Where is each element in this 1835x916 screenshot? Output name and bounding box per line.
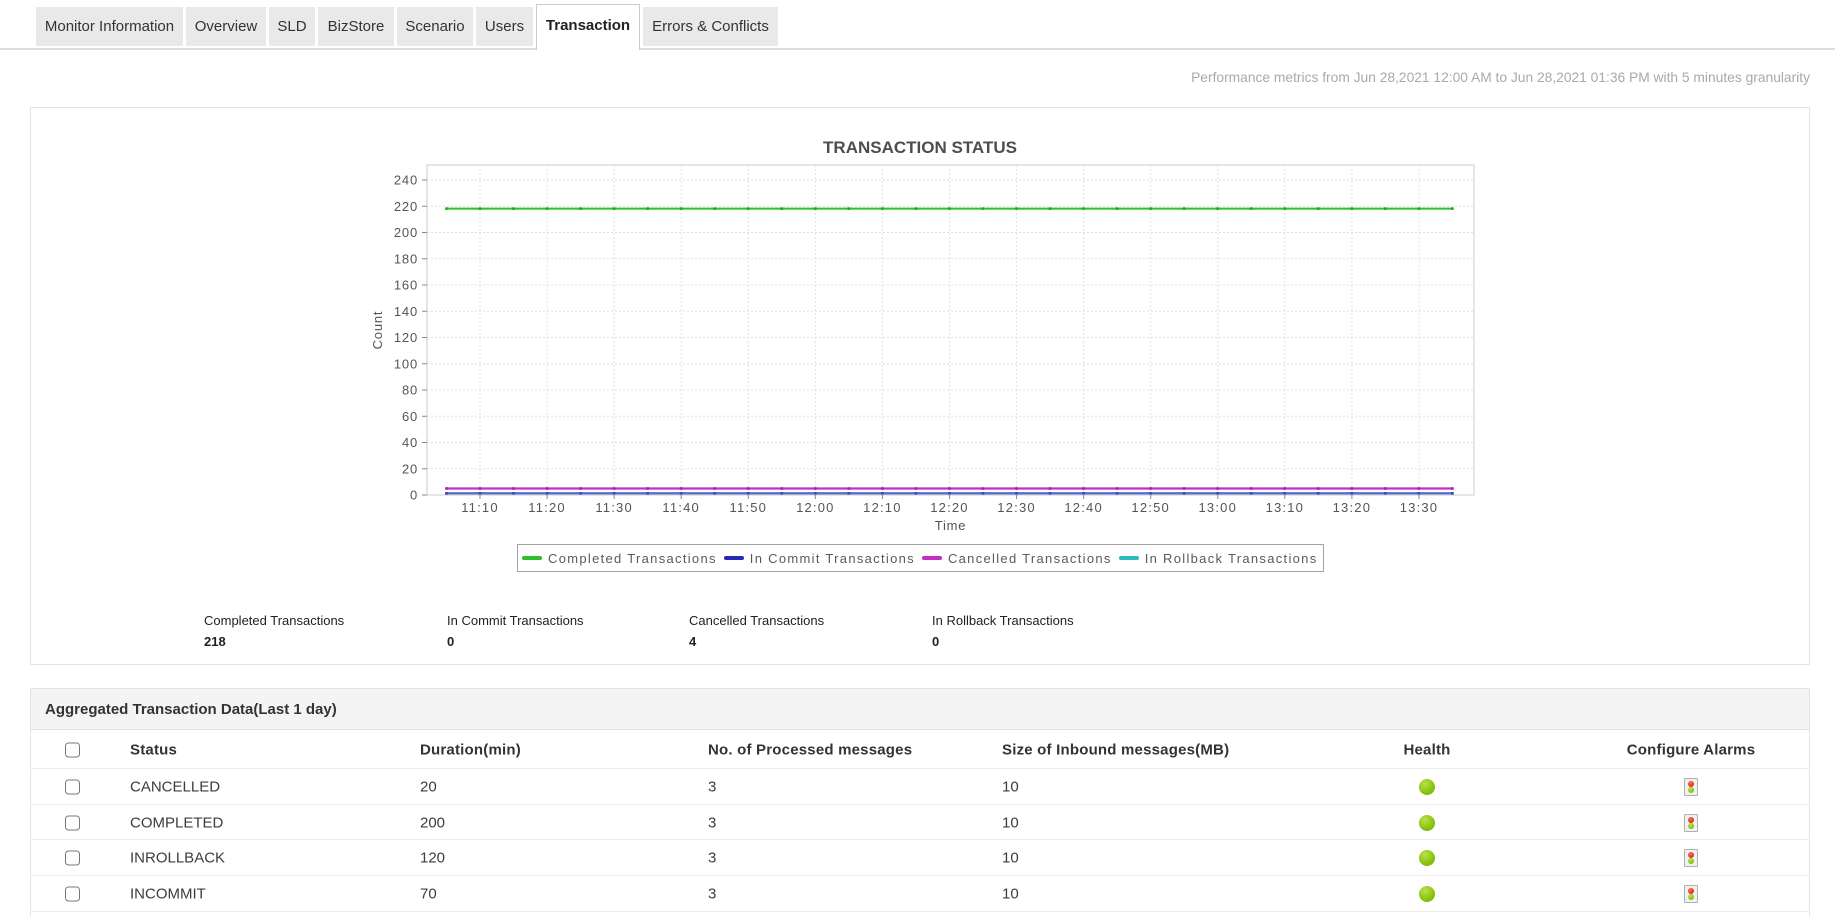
svg-text:Time: Time <box>935 518 967 533</box>
svg-text:13:30: 13:30 <box>1400 500 1439 515</box>
svg-text:0: 0 <box>410 488 418 503</box>
svg-text:Count: Count <box>370 311 385 350</box>
svg-text:220: 220 <box>394 199 418 214</box>
svg-text:11:10: 11:10 <box>461 500 499 515</box>
svg-text:13:20: 13:20 <box>1333 500 1372 515</box>
svg-text:13:00: 13:00 <box>1198 500 1237 515</box>
svg-text:11:40: 11:40 <box>662 500 700 515</box>
svg-text:200: 200 <box>394 225 418 240</box>
svg-text:12:20: 12:20 <box>930 500 969 515</box>
svg-text:12:00: 12:00 <box>796 500 835 515</box>
svg-text:11:50: 11:50 <box>729 500 767 515</box>
svg-text:100: 100 <box>394 356 418 371</box>
svg-text:12:10: 12:10 <box>863 500 902 515</box>
svg-text:160: 160 <box>394 278 418 293</box>
svg-text:60: 60 <box>402 409 418 424</box>
svg-text:80: 80 <box>402 383 418 398</box>
svg-text:120: 120 <box>394 330 418 345</box>
svg-text:180: 180 <box>394 251 418 266</box>
svg-text:13:10: 13:10 <box>1266 500 1305 515</box>
svg-text:11:20: 11:20 <box>528 500 566 515</box>
svg-text:11:30: 11:30 <box>595 500 633 515</box>
svg-text:12:40: 12:40 <box>1064 500 1103 515</box>
svg-text:12:50: 12:50 <box>1131 500 1170 515</box>
svg-text:20: 20 <box>402 461 418 476</box>
svg-text:40: 40 <box>402 435 418 450</box>
svg-text:240: 240 <box>394 173 418 188</box>
svg-text:140: 140 <box>394 304 418 319</box>
svg-text:12:30: 12:30 <box>997 500 1036 515</box>
